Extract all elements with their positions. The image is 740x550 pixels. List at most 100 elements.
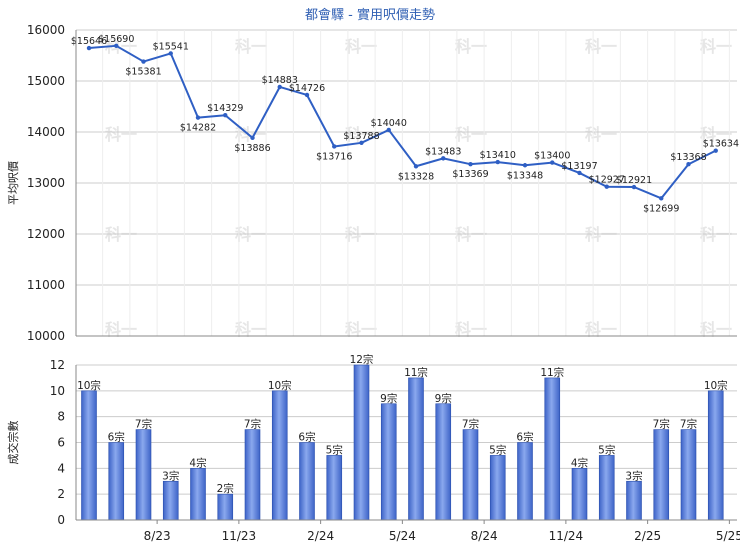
price-point (332, 144, 337, 149)
volume-axis-label: 成交宗數 (6, 421, 20, 465)
watermark-text: 科一 (455, 320, 487, 339)
volume-bar (271, 390, 288, 521)
watermark-text: 科一 (345, 37, 377, 56)
volume-bar-label: 7宗 (680, 418, 697, 431)
x-tick-label: 8/23 (144, 529, 171, 543)
price-point-label: $15381 (125, 67, 161, 78)
price-point (713, 148, 718, 153)
watermark-text: 科一 (700, 125, 732, 144)
price-point (386, 127, 391, 133)
x-tick-label: 2/25 (634, 529, 661, 543)
volume-bar-label: 2宗 (217, 482, 234, 495)
price-point (522, 163, 528, 168)
volume-bar-label: 6宗 (516, 431, 533, 444)
volume-bar (626, 480, 642, 521)
price-point (195, 115, 201, 120)
volume-bar (653, 429, 670, 521)
price-point-label: $15646 (71, 36, 107, 47)
price-point-label: $13369 (452, 169, 488, 180)
volume-bar-label: 5宗 (598, 443, 615, 456)
x-tick-label: 11/24 (549, 529, 584, 543)
price-point-label: $13328 (398, 171, 434, 182)
watermark-text: 科一 (700, 320, 732, 339)
price-point (250, 135, 255, 141)
volume-bar (680, 429, 697, 521)
volume-bar-label: 3宗 (625, 469, 642, 482)
price-point (86, 45, 92, 51)
price-point (114, 43, 119, 49)
watermark-text: 科一 (700, 37, 732, 56)
x-tick-label: 2/24 (307, 529, 334, 543)
volume-tick-label: 6 (57, 436, 65, 450)
watermark-text: 科一 (105, 37, 137, 56)
x-tick-label: 8/24 (471, 529, 498, 543)
volume-bar-label: 6宗 (108, 431, 125, 444)
x-tick-label: 5/25 (716, 529, 740, 543)
volume-bar-label: 3宗 (162, 469, 179, 482)
x-tick-label: 5/24 (389, 529, 416, 543)
volume-bar (299, 442, 315, 521)
price-point-label: $13634 (703, 139, 739, 150)
price-point-label: $13368 (670, 152, 706, 163)
volume-bar (462, 429, 479, 521)
price-point-label: $14040 (371, 118, 407, 129)
price-point (359, 140, 364, 146)
price-point (495, 159, 500, 165)
price-point-label: $13886 (234, 143, 270, 154)
price-point (223, 113, 228, 118)
chart-title: 都會驛 - 實用呎價走勢 (305, 7, 435, 23)
price-tick-label: 12000 (27, 227, 65, 241)
price-point (686, 162, 691, 167)
price-point (631, 184, 637, 190)
axes: 8/23 11/23 2/24 5/24 8/24 11/24 2/25 5/25 (75, 30, 740, 543)
volume-tick-label: 12 (50, 358, 65, 372)
volume-bar-label: 7宗 (462, 418, 479, 431)
price-point (168, 51, 173, 56)
price-point-label: $12921 (616, 175, 652, 186)
price-tick-label: 10000 (27, 329, 65, 343)
volume-bar-label: 11宗 (540, 366, 564, 379)
volume-tick-label: 0 (57, 513, 65, 527)
price-tick-label: 11000 (27, 278, 65, 292)
volume-bar (326, 455, 343, 521)
volume-bar (598, 455, 615, 521)
price-point-label: $14329 (207, 103, 243, 114)
volume-bar-label: 6宗 (298, 431, 315, 444)
price-tick-label: 15000 (27, 74, 65, 88)
price-point (468, 161, 473, 167)
volume-bar-label: 7宗 (244, 418, 261, 431)
price-point-label: $13788 (343, 131, 379, 142)
volume-bar-label: 10宗 (77, 379, 101, 392)
price-point (277, 84, 282, 90)
watermark-text: 科一 (585, 37, 617, 56)
price-point (413, 164, 419, 169)
volume-tick-label: 2 (57, 487, 65, 501)
price-point (659, 196, 664, 201)
volume-bar (571, 468, 588, 521)
volume-bar-label: 7宗 (135, 418, 152, 431)
volume-bar-label: 12宗 (350, 353, 374, 366)
price-point (441, 156, 446, 161)
volume-bar (190, 468, 206, 521)
watermark-text: 科一 (455, 125, 487, 144)
volume-bar (707, 390, 724, 521)
watermark-text: 科一 (105, 125, 137, 144)
x-tick-label: 11/23 (222, 529, 257, 543)
price-tick-label: 16000 (27, 23, 65, 37)
price-point-label: $12927 (589, 175, 625, 186)
volume-bar-label: 10宗 (268, 379, 292, 392)
volume-bar-label: 4宗 (189, 456, 206, 469)
volume-tick-label: 10 (50, 384, 65, 398)
volume-bar-label: 5宗 (326, 443, 343, 456)
volume-bar (435, 403, 452, 521)
price-point-label: $15690 (98, 34, 134, 45)
price-point-label: $13483 (425, 146, 461, 157)
watermark-text: 科一 (345, 320, 377, 339)
price-point-label: $14883 (262, 75, 298, 86)
price-point (577, 170, 582, 176)
price-point-label: $12699 (643, 203, 679, 214)
volume-bar (244, 429, 261, 521)
volume-bar (489, 455, 506, 521)
volume-bar (217, 493, 234, 521)
